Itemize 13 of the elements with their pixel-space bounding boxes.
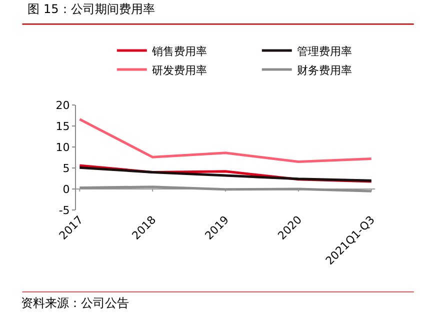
y-tick-label: 0 — [62, 182, 70, 196]
y-tick-label: -5 — [58, 204, 70, 217]
legend-label: 财务费用率 — [296, 64, 352, 77]
text: 资料来源：公司公告 — [21, 296, 129, 310]
y-tick-label: 5 — [62, 162, 70, 175]
legend-label: 管理费用率 — [296, 44, 352, 58]
legend-label: 研发费用率 — [152, 64, 207, 77]
legend-label: 销售费用率 — [150, 44, 207, 58]
line-series — [78, 118, 373, 163]
y-tick-label: 15 — [56, 120, 70, 133]
y-tick-label: 10 — [56, 140, 70, 154]
y-tick-label: 20 — [56, 98, 70, 112]
chart-title: 图 15：公司期间费用率 — [28, 2, 155, 16]
